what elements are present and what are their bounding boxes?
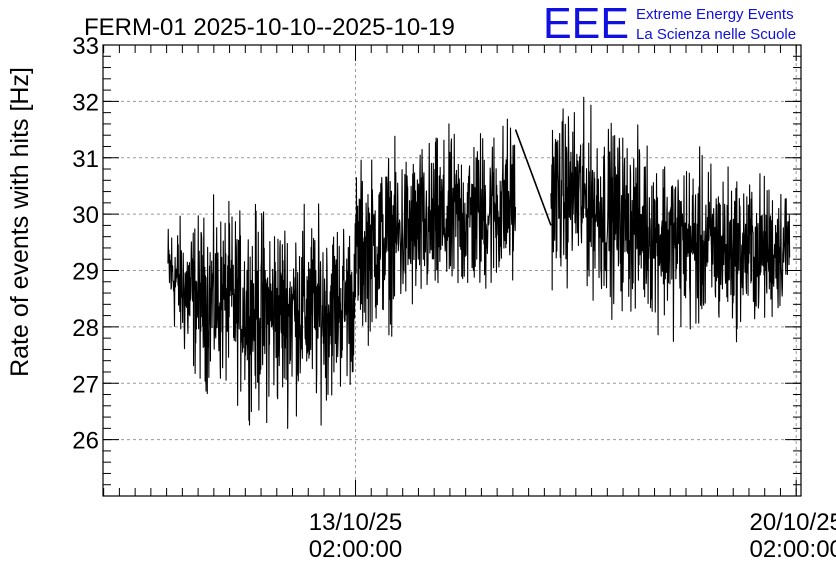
series-segment-2 [354, 118, 517, 346]
eee-logo: EEE Extreme Energy Events La Scienza nel… [543, 0, 796, 48]
x-tick-label-date: 13/10/25 [309, 509, 402, 536]
y-tick-label: 28 [72, 315, 99, 342]
logo-line-2: La Scienza nelle Scuole [636, 26, 796, 43]
logo-line-1: Extreme Energy Events [636, 6, 794, 23]
x-tick-label-date: 20/10/25 [749, 509, 836, 536]
eee-logo-mark: EEE [543, 0, 629, 48]
y-tick-label: 30 [72, 202, 99, 229]
x-tick-label-time: 02:00:00 [309, 536, 402, 563]
chart-title: FERM-01 2025-10-10--2025-10-19 [84, 14, 455, 41]
y-axis-label: Rate of events with hits [Hz] [6, 67, 34, 377]
y-axis: 26 27 28 29 30 31 32 33 [72, 33, 801, 497]
y-tick-label: 33 [72, 33, 99, 60]
series-gap-line [514, 129, 552, 226]
series-rate [167, 96, 791, 429]
series-segment-1 [167, 194, 357, 429]
y-tick-label: 32 [72, 89, 99, 116]
series-segment-3 [550, 96, 791, 343]
y-tick-label: 26 [72, 428, 99, 455]
y-tick-label: 27 [72, 371, 99, 398]
x-tick-label-time: 02:00:00 [749, 536, 836, 563]
y-tick-label: 29 [72, 259, 99, 286]
y-tick-label: 31 [72, 146, 99, 173]
